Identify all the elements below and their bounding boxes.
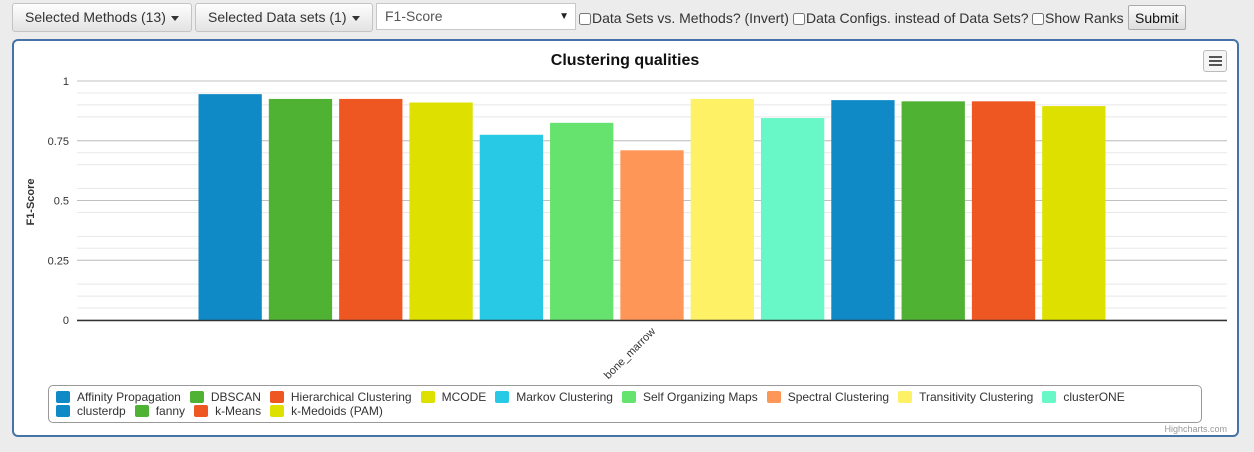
y-axis-label: F1-Score <box>25 178 37 225</box>
legend-swatch <box>134 405 149 417</box>
chart-title: Clustering qualities <box>551 52 700 69</box>
legend-item[interactable]: Markov Clustering <box>495 390 613 404</box>
legend-swatch <box>189 391 204 403</box>
legend-label: DBSCAN <box>210 390 261 404</box>
x-category-label: bone_marrow <box>602 326 658 382</box>
bar-spectral-clustering[interactable] <box>620 150 684 320</box>
y-tick-label: 0.5 <box>54 196 69 208</box>
metric-select-value: F1-Score <box>385 8 443 24</box>
data-configs-checkbox-label[interactable]: Data Configs. instead of Data Sets? <box>793 10 1029 26</box>
data-configs-checkbox-text: Data Configs. instead of Data Sets? <box>806 10 1029 26</box>
selected-methods-label: Selected Methods (13) <box>25 9 166 25</box>
chart-svg: 0 0.25 0.5 0.75 1 bone_marrow Clustering qua… <box>25 52 1227 382</box>
legend-swatch <box>495 391 510 403</box>
selected-methods-button[interactable]: Selected Methods (13) <box>12 3 192 32</box>
chart-legend: Affinity Propagation DBSCAN Hierarchical C… <box>48 385 1202 423</box>
caret-down-icon <box>351 15 360 21</box>
legend-swatch <box>420 391 435 403</box>
legend-swatch <box>621 391 636 403</box>
invert-checkbox-label[interactable]: Data Sets vs. Methods? (Invert) <box>579 10 789 26</box>
bar-transitivity-clustering[interactable] <box>690 98 754 320</box>
bars <box>198 94 1106 320</box>
highcharts-credits[interactable]: Highcharts.com <box>1164 424 1227 434</box>
y-tick-label: 1 <box>63 76 69 88</box>
legend-item[interactable]: DBSCAN <box>189 390 261 404</box>
legend-label: Hierarchical Clustering <box>290 390 412 404</box>
bar-clusterdp[interactable] <box>831 100 895 320</box>
bar-k-medoids-pam[interactable] <box>1042 106 1106 320</box>
legend-item[interactable]: clusterONE <box>1042 390 1125 404</box>
legend-item[interactable]: k-Means <box>194 404 261 418</box>
metric-select[interactable]: F1-Score ▼ <box>376 3 576 30</box>
legend-label: k-Medoids (PAM) <box>291 404 383 418</box>
legend-item[interactable]: Hierarchical Clustering <box>269 390 412 404</box>
bar-fanny[interactable] <box>901 101 965 320</box>
caret-down-icon <box>170 15 179 21</box>
legend-swatch <box>56 405 70 417</box>
bar-affinity-propagation[interactable] <box>198 94 262 320</box>
invert-checkbox-text: Data Sets vs. Methods? (Invert) <box>592 10 789 26</box>
legend-label: k-Means <box>215 404 262 418</box>
x-axis-categories: bone_marrow <box>602 326 658 382</box>
legend-item[interactable]: Affinity Propagation <box>56 390 181 404</box>
invert-checkbox[interactable] <box>579 13 591 25</box>
toolbar: Selected Methods (13) Selected Data sets… <box>0 0 1254 36</box>
legend-item[interactable]: k-Medoids (PAM) <box>270 404 383 418</box>
bar-k-means[interactable] <box>971 101 1036 320</box>
show-ranks-checkbox[interactable] <box>1032 13 1044 25</box>
legend-swatch <box>56 391 70 403</box>
legend-swatch <box>1042 391 1057 403</box>
selected-datasets-button[interactable]: Selected Data sets (1) <box>195 3 373 32</box>
legend-label: Self Organizing Maps <box>642 390 758 404</box>
bar-clusterone[interactable] <box>760 118 825 320</box>
submit-button[interactable]: Submit <box>1128 5 1186 30</box>
legend-item[interactable]: MCODE <box>420 390 487 404</box>
show-ranks-checkbox-label[interactable]: Show Ranks <box>1032 10 1124 26</box>
legend-label: fanny <box>155 404 186 418</box>
legend-label: clusterdp <box>77 404 126 418</box>
legend-item[interactable]: Transitivity Clustering <box>898 390 1033 404</box>
legend-item[interactable]: fanny <box>134 404 186 418</box>
legend-swatch <box>766 391 781 403</box>
legend-item[interactable]: clusterdp <box>56 404 126 418</box>
bar-self-organizing-maps[interactable] <box>550 122 614 320</box>
y-tick-label: 0.75 <box>48 136 69 148</box>
menu-icon-line <box>1209 56 1222 58</box>
legend-label: MCODE <box>441 390 487 404</box>
legend-label: Spectral Clustering <box>787 390 890 404</box>
menu-icon-line <box>1209 64 1222 66</box>
legend-swatch <box>194 405 209 417</box>
legend-item[interactable]: Spectral Clustering <box>766 390 890 404</box>
chart-menu-button[interactable] <box>1203 50 1227 72</box>
bar-hierarchical-clustering[interactable] <box>339 98 403 320</box>
legend-swatch <box>898 391 913 403</box>
bar-dbscan[interactable] <box>268 98 333 320</box>
selected-datasets-label: Selected Data sets (1) <box>208 9 347 25</box>
bar-mcode[interactable] <box>409 102 473 320</box>
legend-label: Markov Clustering <box>516 390 613 404</box>
legend-swatch <box>270 405 285 417</box>
legend-item[interactable]: Self Organizing Maps <box>621 390 758 404</box>
menu-icon-line <box>1209 60 1222 62</box>
show-ranks-checkbox-text: Show Ranks <box>1045 10 1124 26</box>
legend-label: clusterONE <box>1063 390 1125 404</box>
dropdown-arrow-icon: ▼ <box>559 11 569 22</box>
y-tick-label: 0.25 <box>48 255 69 267</box>
legend-swatch <box>269 391 284 403</box>
y-tick-label: 0 <box>63 315 69 327</box>
y-axis-ticks: 0 0.25 0.5 0.75 1 <box>48 76 69 327</box>
legend-label: Transitivity Clustering <box>919 390 1034 404</box>
bar-markov-clustering[interactable] <box>479 134 544 320</box>
chart-panel: 0 0.25 0.5 0.75 1 bone_marrow Clustering qua… <box>12 39 1239 437</box>
data-configs-checkbox[interactable] <box>793 13 805 25</box>
legend-label: Affinity Propagation <box>77 390 181 404</box>
